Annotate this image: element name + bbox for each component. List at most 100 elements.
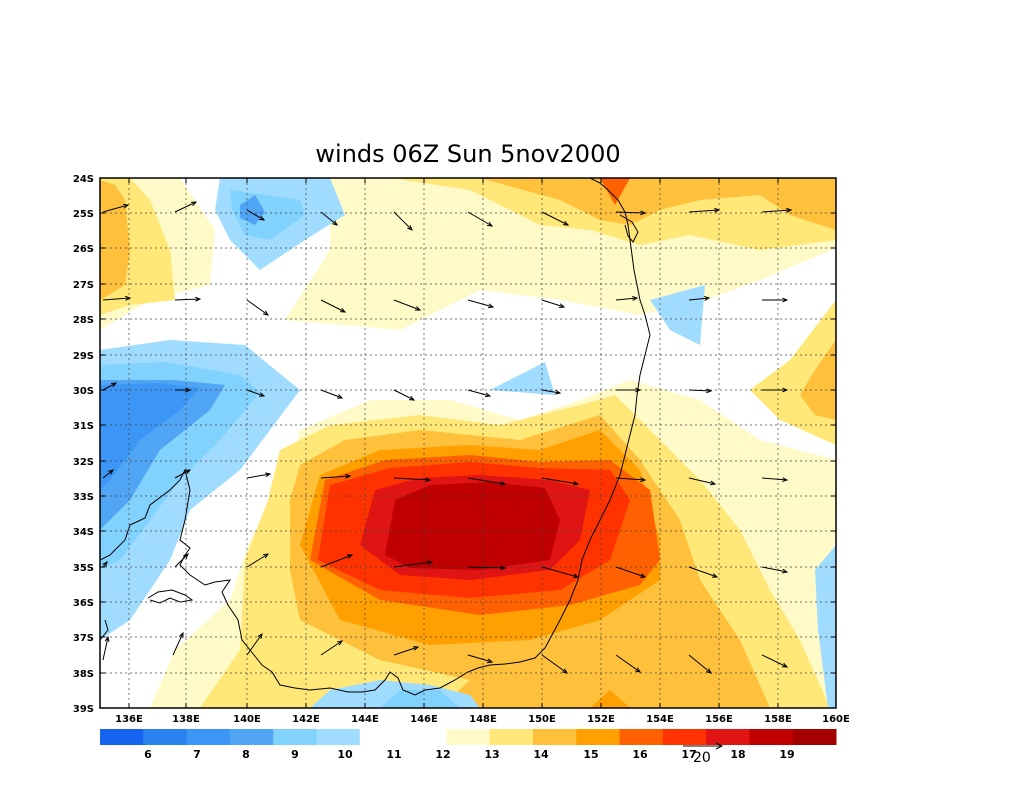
wind-vector — [467, 389, 491, 397]
wind-vector-head — [781, 662, 789, 668]
legend-box — [100, 729, 144, 745]
legend-label: 12 — [435, 748, 450, 761]
shade-dark-red — [385, 482, 560, 570]
wind-vector — [761, 566, 788, 573]
wind-vector-head — [782, 477, 789, 483]
legend-label: 7 — [193, 748, 201, 761]
wind-vector — [246, 553, 269, 568]
wind-vector — [393, 477, 431, 481]
legend-box — [532, 729, 577, 745]
wind-vector — [393, 646, 419, 656]
legend-labels: 6 7 8 9 10 11 12 13 14 15 16 17 18 19 — [144, 748, 794, 761]
wind-vector — [246, 209, 265, 221]
legend-box — [792, 729, 837, 745]
wind-vector-head — [178, 631, 184, 639]
lon-label: 156E — [705, 714, 733, 725]
lat-label: 33S — [73, 492, 94, 503]
wind-vector — [320, 299, 346, 313]
wind-vector-head — [486, 658, 494, 664]
legend-label: 6 — [144, 748, 152, 761]
wind-vectors — [102, 201, 793, 674]
wind-vector-head — [484, 392, 492, 398]
wind-vector — [761, 477, 788, 481]
wind-vector — [393, 211, 413, 231]
wind-vector-head — [500, 480, 507, 486]
wind-vector — [467, 654, 493, 663]
chart-title: winds 06Z Sun 5nov2000 — [315, 140, 621, 168]
wind-vector-head — [258, 215, 266, 221]
lon-label: 142E — [292, 714, 320, 725]
shade-blue-central — [490, 362, 555, 395]
lat-label: 36S — [73, 598, 94, 609]
wind-vector — [102, 297, 131, 301]
wind-vector — [172, 632, 184, 656]
wind-vector-head — [706, 668, 712, 674]
wind-vector — [174, 201, 197, 213]
lon-label: 136E — [115, 714, 143, 725]
legend-label: 11 — [386, 748, 401, 761]
shade-orange-north — [480, 178, 836, 230]
wind-vector — [541, 566, 579, 578]
legend-box — [446, 729, 491, 745]
wind-vector-head — [263, 310, 270, 316]
lat-label: 34S — [73, 527, 94, 538]
lon-label: 152E — [587, 714, 615, 725]
legend-label: 15 — [583, 748, 598, 761]
lat-label: 29S — [73, 351, 94, 362]
graticule — [100, 178, 836, 708]
wind-vector — [688, 654, 712, 674]
wind-vector-head — [632, 296, 639, 301]
wind-vector-head — [500, 565, 507, 571]
lon-label: 150E — [528, 714, 556, 725]
lat-label: 28S — [73, 315, 94, 326]
wind-vector-head — [562, 668, 569, 674]
legend-box — [143, 729, 188, 745]
wind-vector-head — [635, 387, 642, 393]
wind-vector — [615, 477, 646, 481]
legend-label: 13 — [484, 748, 499, 761]
reference-vector-head — [715, 742, 724, 750]
lon-label: 144E — [351, 714, 379, 725]
wind-vector-head — [122, 203, 130, 209]
legend-box — [359, 729, 404, 745]
wind-vector-head — [183, 553, 189, 559]
wind-vector-head — [782, 387, 789, 393]
legend-box — [706, 729, 750, 745]
axis-ticks — [100, 177, 837, 709]
lat-label: 30S — [73, 386, 94, 397]
wind-vector — [246, 299, 269, 316]
wind-vector-head — [635, 667, 642, 673]
wind-vector-head — [407, 225, 413, 231]
legend-boxes — [100, 729, 837, 745]
lat-label: 32S — [73, 457, 94, 468]
wind-vector — [102, 636, 109, 661]
wind-vector-head — [336, 394, 344, 399]
lon-label: 148E — [469, 714, 497, 725]
wind-vector-head — [487, 303, 495, 309]
lat-label: 35S — [73, 563, 94, 574]
wind-vector-head — [427, 560, 434, 565]
lon-label: 158E — [764, 714, 792, 725]
lat-label: 27S — [73, 280, 94, 291]
wind-vector — [320, 554, 353, 568]
legend-label: 14 — [533, 748, 549, 761]
wind-vector — [615, 654, 641, 673]
wind-vector-head — [562, 220, 570, 226]
wind-vector — [761, 654, 788, 668]
wind-vector-head — [339, 307, 347, 313]
wind-vector — [174, 553, 189, 568]
wind-vector-head — [555, 389, 562, 395]
wind-vector-head — [408, 395, 416, 401]
shade-blue-dark-north — [240, 195, 265, 225]
wind-vector-head — [704, 296, 711, 301]
legend-label: 9 — [291, 748, 299, 761]
wind-vector — [761, 209, 792, 213]
wind-vector — [541, 477, 579, 485]
legend-label: 19 — [779, 748, 794, 761]
legend-box — [619, 729, 664, 745]
wind-vector — [467, 299, 494, 308]
wind-vector — [688, 297, 710, 301]
legend-label: 17 — [681, 748, 696, 761]
